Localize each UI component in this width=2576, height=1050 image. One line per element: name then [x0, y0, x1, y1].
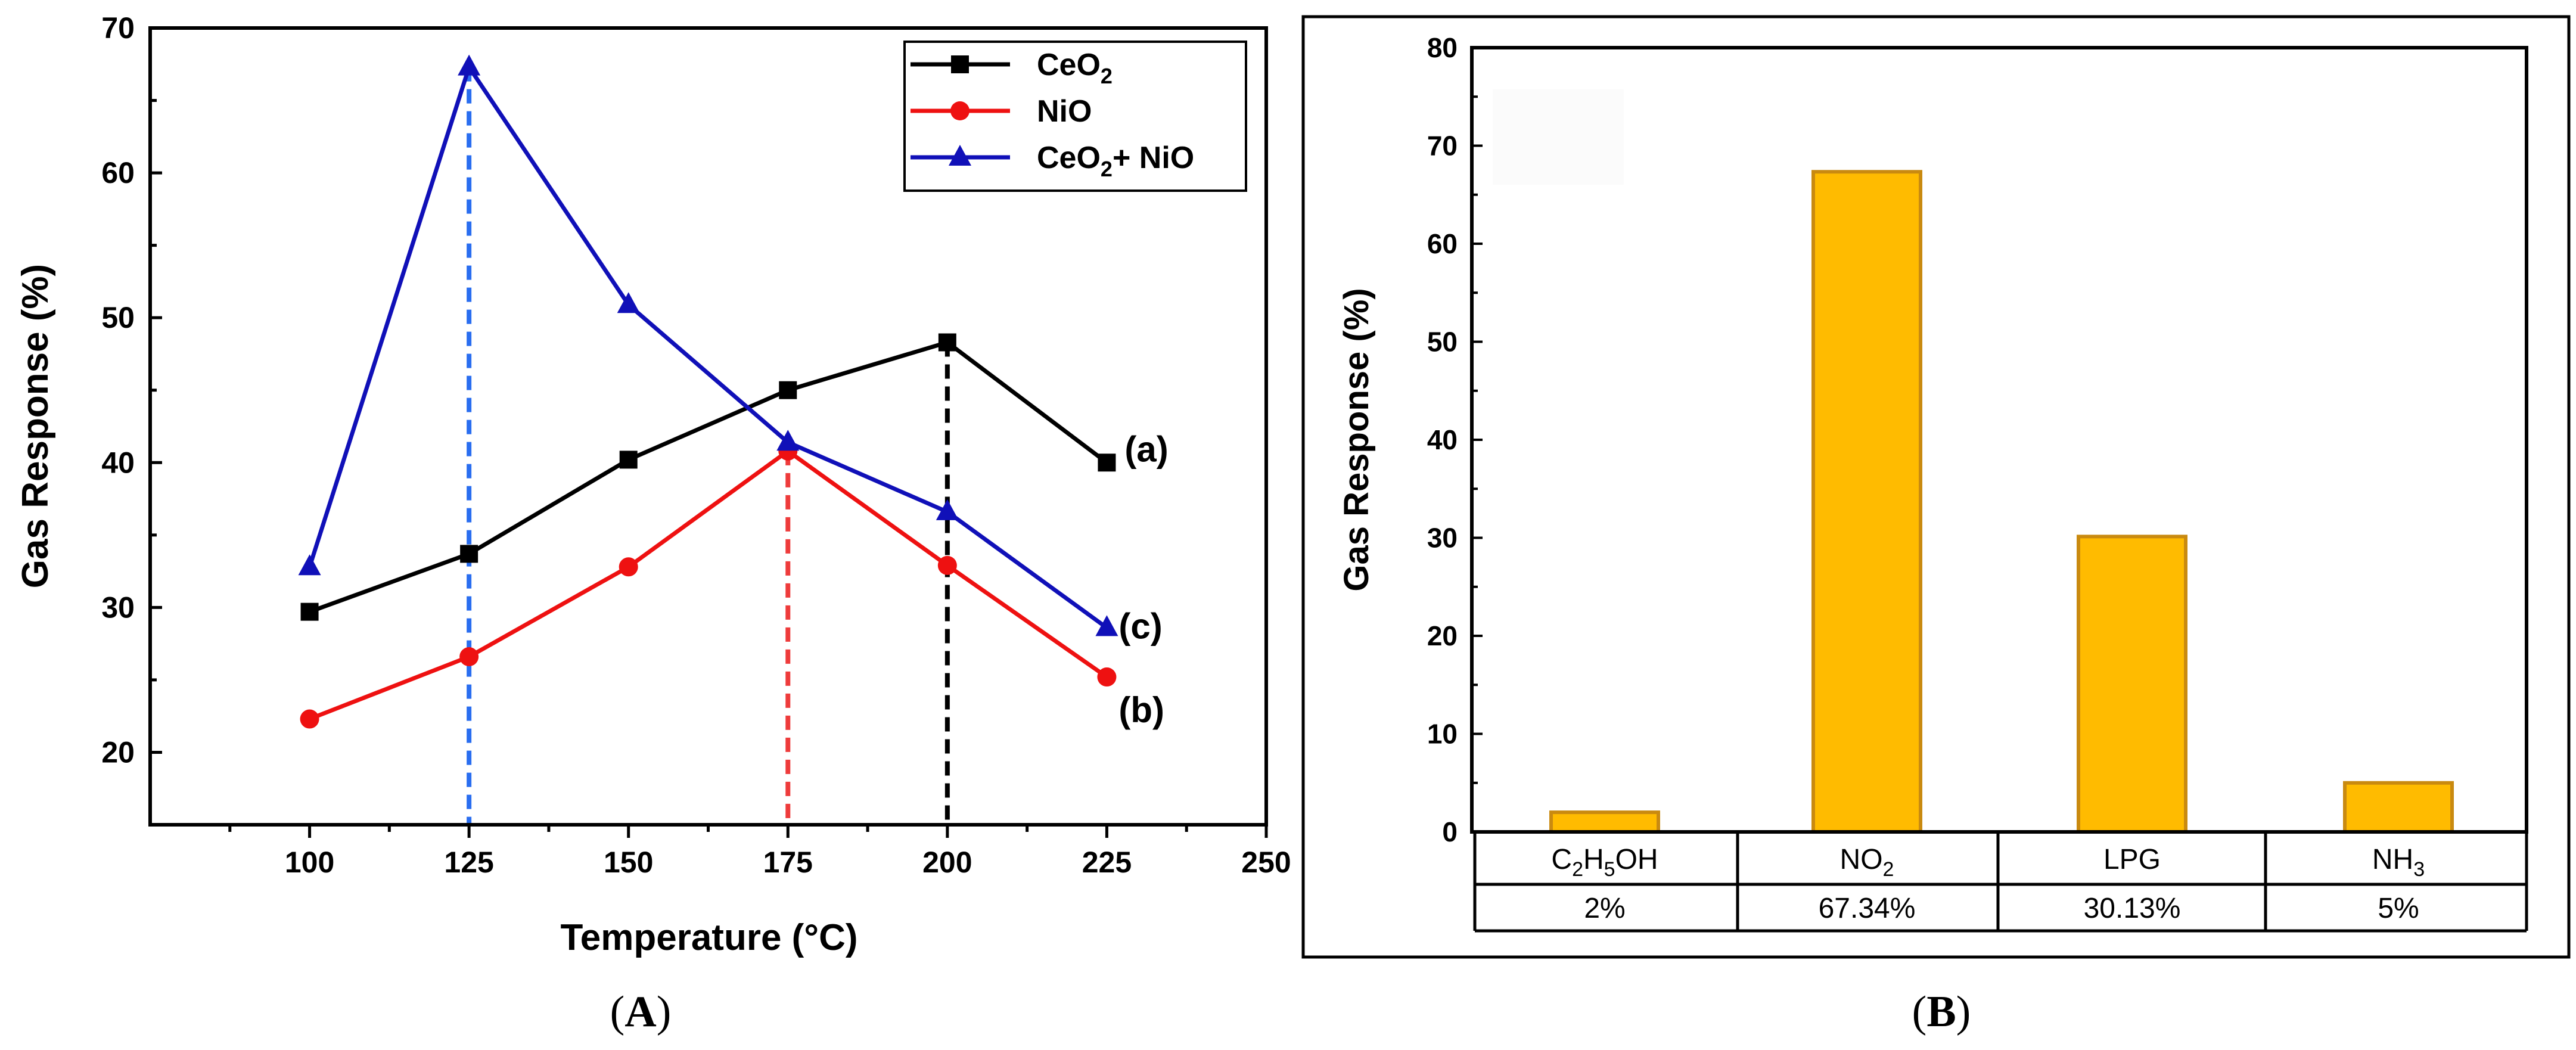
data-point: [619, 451, 638, 469]
line-chart-ticks: 20 30 40 50 60 70 100 125 150 175 200 225 250: [101, 11, 1291, 879]
y-tick-label: 20: [1427, 620, 1458, 651]
table-value: 2%: [1584, 893, 1625, 924]
data-point: [298, 554, 321, 576]
data-point: [1095, 615, 1118, 636]
table-value: 30.13%: [2084, 893, 2181, 924]
bar-chart-y-axis-title: Gas Response (%): [1337, 288, 1376, 591]
legend-marker: [950, 101, 970, 120]
y-tick-label: 60: [101, 156, 135, 190]
y-tick-label: 40: [1427, 424, 1458, 455]
bar-chart-ticks: 0 10 20 30 40 50 60 70 80: [1427, 32, 1483, 847]
x-tick-label: 200: [922, 846, 972, 879]
bar: [2343, 781, 2454, 834]
data-point: [300, 709, 319, 729]
legend-marker: [949, 145, 971, 166]
y-tick-label: 30: [1427, 523, 1458, 554]
bar-chart-plot-frame: [1470, 46, 2528, 834]
data-point: [619, 557, 638, 577]
data-point: [460, 545, 478, 563]
series-label: (b): [1118, 690, 1164, 730]
category-label: NO2: [1840, 844, 1894, 881]
y-tick-label: 80: [1427, 32, 1458, 63]
legend-marker: [951, 55, 969, 73]
panel-label-b: (B): [1912, 987, 1971, 1036]
data-point: [459, 647, 479, 667]
legend-label: NiO: [1037, 94, 1092, 129]
x-tick-label: 125: [444, 846, 493, 879]
data-point: [776, 430, 800, 451]
panel-label-a: (A): [610, 987, 672, 1036]
data-point: [779, 381, 797, 399]
y-tick-label: 0: [1442, 816, 1458, 847]
y-tick-label: 30: [101, 591, 135, 624]
line-chart-y-axis-title: Gas Response (%): [15, 264, 56, 588]
y-tick-label: 40: [101, 446, 135, 479]
line-chart-legend: CeO2 NiO CeO2+ NiO: [903, 41, 1247, 192]
data-point: [936, 499, 959, 520]
line-chart-panel: 20 30 40 50 60 70 100 125 150 175 200 225 250 Temper…: [15, 11, 1291, 1036]
line-series-group: [298, 54, 1118, 729]
series-line: [307, 65, 1108, 630]
x-tick-label: 150: [604, 846, 653, 879]
bar: [1811, 170, 1922, 834]
x-tick-label: 100: [285, 846, 334, 879]
y-tick-label: 60: [1427, 228, 1458, 259]
data-point: [300, 602, 319, 621]
bar-chart-faint-box: [1493, 89, 1624, 185]
y-tick-label: 10: [1427, 719, 1458, 750]
table-value: 67.34%: [1819, 893, 1916, 924]
series-line: [309, 340, 1108, 614]
y-tick-label: 50: [1427, 327, 1458, 358]
series-line: [309, 449, 1108, 721]
y-tick-label: 70: [101, 11, 135, 45]
series-label: (c): [1118, 606, 1162, 646]
x-tick-label: 175: [763, 846, 813, 879]
data-point: [617, 292, 640, 313]
legend-label: CeO2: [1037, 48, 1113, 88]
y-tick-label: 20: [101, 735, 135, 769]
data-point: [1098, 453, 1116, 472]
bar-chart-data-table: C2H5OH 2% NO2 67.34% LPG 30.13% NH3 5%: [1473, 832, 2528, 933]
category-label: NH3: [2372, 844, 2425, 881]
series-end-labels: (a) (b) (c): [1118, 429, 1168, 730]
category-label: C2H5OH: [1551, 844, 1658, 881]
line-chart-x-axis-title: Temperature (°C): [560, 917, 857, 958]
data-point: [938, 333, 956, 352]
bar-series: [1549, 170, 2454, 834]
table-value: 5%: [2378, 893, 2419, 924]
y-tick-label: 50: [101, 301, 135, 334]
x-tick-label: 250: [1241, 846, 1291, 879]
data-point: [1097, 667, 1117, 687]
data-point: [458, 54, 481, 76]
bar-chart-outer-border: [1301, 15, 2571, 959]
y-tick-label: 70: [1427, 131, 1458, 161]
bar: [1549, 810, 1660, 834]
category-label: LPG: [2103, 844, 2161, 875]
x-tick-label: 225: [1082, 846, 1132, 879]
optimum-temperature-guides: [467, 67, 950, 825]
data-point: [937, 555, 957, 575]
bar-chart-panel: 0 10 20 30 40 50 60 70 80 Gas Response (%) C2H5O…: [1301, 15, 2571, 1036]
legend-label: CeO2+ NiO: [1037, 141, 1194, 181]
series-label: (a): [1124, 429, 1168, 469]
bar: [2077, 535, 2187, 834]
